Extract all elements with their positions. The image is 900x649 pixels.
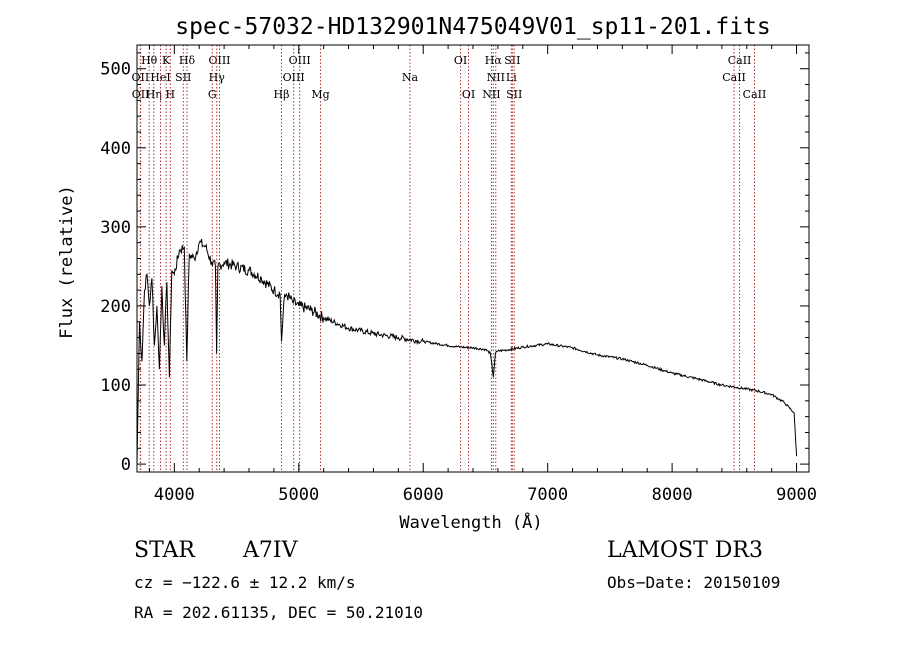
x-tick-label: 8000 [652,485,693,505]
line-marker-label: Hα [485,54,503,67]
x-tick-label: 5000 [278,485,319,505]
line-marker-label: SII [504,54,520,67]
line-marker-label: Hδ [179,54,196,67]
line-marker-label: Hβ [274,88,290,101]
observation-date: Obs−Date: 20150109 [607,573,781,592]
line-marker-label: Li [506,71,517,84]
line-marker-label: OIII [289,54,311,67]
line-marker-label: Na [402,71,419,84]
line-marker-label: OIII [283,71,305,84]
redshift-velocity: cz = −122.6 ± 12.2 km/s [134,573,356,592]
line-marker-label: OI [454,54,467,67]
line-marker-label: G [208,88,217,101]
line-marker-label: NII [487,71,505,84]
line-marker-label: Mg [311,88,329,101]
x-tick-label: 6000 [403,485,444,505]
axes: 4000 5000 6000 7000 8000 9000 0 100 200 300 400 500 [100,45,817,505]
x-tick-label: 7000 [527,485,568,505]
line-marker-label: OI [462,88,475,101]
line-marker-label: CaII [728,54,752,67]
y-axis-label: Flux (relative) [57,185,77,339]
y-tick-label: 300 [100,218,131,238]
spectrum-line [136,238,798,465]
line-marker-label: SII [506,88,522,101]
y-tick-label: 200 [100,297,131,317]
spectrum-series [136,238,798,465]
line-marker-label: HeI [150,71,170,84]
object-type: STAR [134,538,195,563]
line-marker-label: OII [132,88,150,101]
y-tick-label: 0 [121,455,131,475]
x-axis-label: Wavelength (Å) [399,511,542,533]
line-marker-label: CaII [743,88,767,101]
survey-name: LAMOST DR3 [607,538,763,563]
line-marker-label: H [166,88,176,101]
line-marker-label: CaII [722,71,746,84]
line-marker-label: OIII [208,54,230,67]
line-marker-label: Hγ [209,71,226,84]
line-marker-label: SII [175,71,191,84]
y-tick-label: 500 [100,60,131,80]
x-tick-label: 4000 [154,485,195,505]
line-marker-label: NII [482,88,500,101]
coordinates: RA = 202.61135, DEC = 50.21010 [134,603,423,622]
chart-title: spec-57032-HD132901N475049V01_sp11-201.f… [175,14,770,40]
y-tick-label: 400 [100,139,131,159]
line-marker-label: Hθ [141,54,158,67]
y-tick-label: 100 [100,376,131,396]
plot-frame [136,44,810,473]
spectral-subclass: A7IV [243,538,298,563]
line-marker-label: K [162,54,171,67]
line-marker-label: Hη [146,88,162,101]
x-tick-label: 9000 [776,485,817,505]
